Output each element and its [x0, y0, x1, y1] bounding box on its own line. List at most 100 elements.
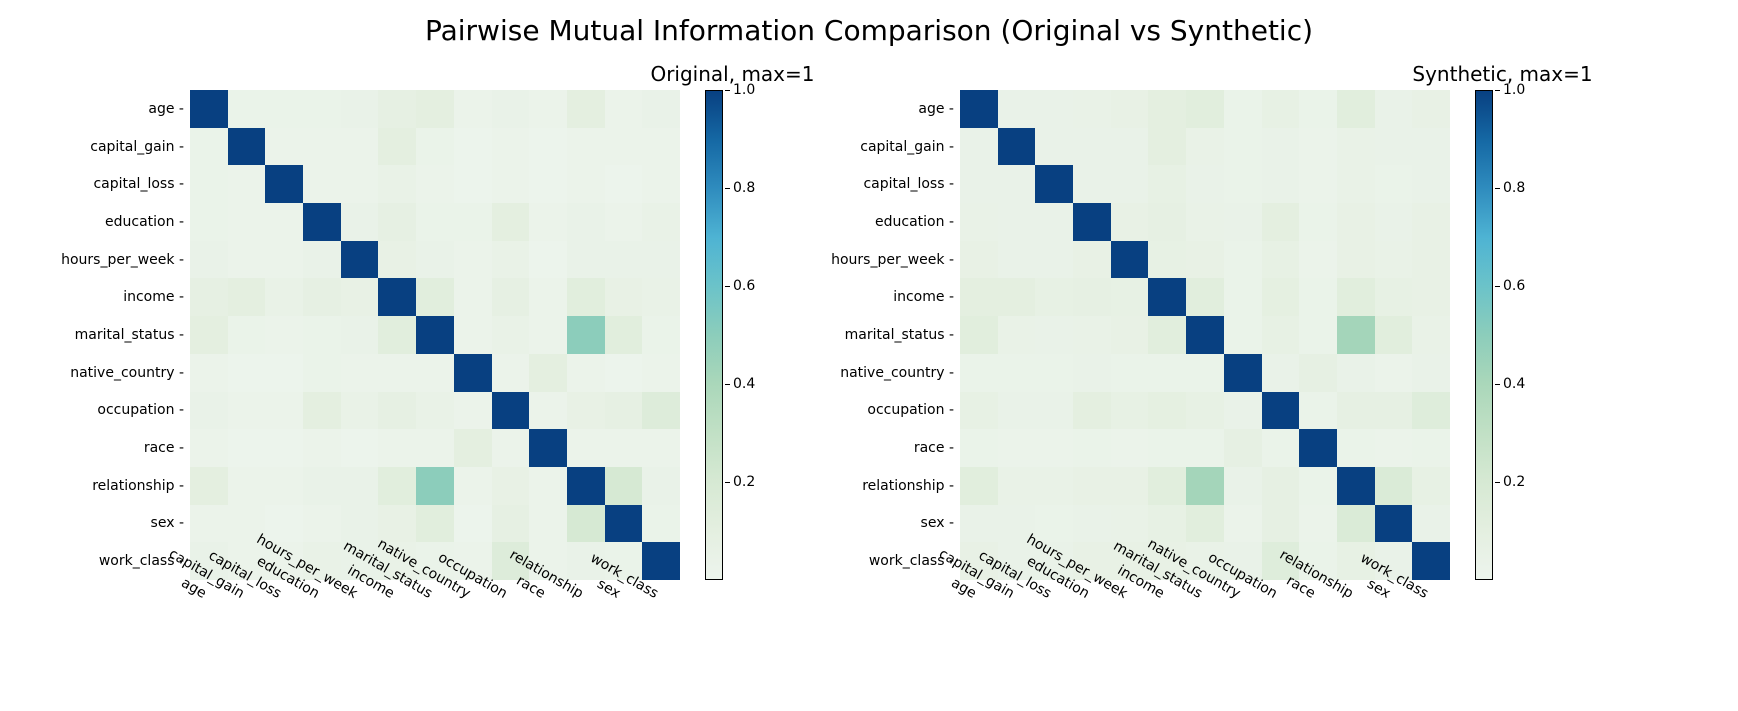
heatmap-cell	[567, 429, 605, 467]
heatmap-cell	[265, 316, 303, 354]
heatmap-cell	[605, 354, 643, 392]
heatmap-cell	[529, 354, 567, 392]
heatmap-cell	[492, 505, 530, 543]
xtick-label: work_class	[653, 588, 727, 640]
heatmap-cell	[1299, 392, 1337, 430]
heatmap-cell	[1337, 392, 1375, 430]
heatmap-cell	[1073, 316, 1111, 354]
heatmap-cell	[228, 392, 266, 430]
heatmap-cell	[1262, 392, 1300, 430]
heatmap-cell	[998, 278, 1036, 316]
heatmap-cell	[1148, 392, 1186, 430]
heatmap-cell	[1299, 241, 1337, 279]
heatmap-cell	[416, 90, 454, 128]
heatmap-cell	[1262, 241, 1300, 279]
heatmap-cell	[1073, 165, 1111, 203]
heatmap-cell	[1186, 90, 1224, 128]
heatmap-cell	[454, 90, 492, 128]
heatmap-cell	[1111, 165, 1149, 203]
heatmap-cell	[228, 128, 266, 166]
heatmap-cell	[1073, 128, 1111, 166]
heatmap-cell	[998, 316, 1036, 354]
heatmap-cell	[454, 316, 492, 354]
heatmap-cell	[567, 354, 605, 392]
heatmap-cell	[378, 203, 416, 241]
heatmap-cell	[1186, 128, 1224, 166]
heatmap-cell	[341, 203, 379, 241]
heatmap-cell	[1224, 241, 1262, 279]
heatmap-cell	[454, 505, 492, 543]
heatmap-cell	[1073, 278, 1111, 316]
heatmap-cell	[341, 354, 379, 392]
heatmap-cell	[303, 203, 341, 241]
heatmap-cell	[492, 278, 530, 316]
heatmap-cell	[492, 354, 530, 392]
heatmap-cell	[190, 241, 228, 279]
heatmap-cell	[1375, 203, 1413, 241]
heatmap-cell	[303, 90, 341, 128]
panel-title-synthetic: Synthetic, max=1	[960, 62, 1738, 86]
heatmap-cell	[341, 278, 379, 316]
heatmap-cell	[1375, 467, 1413, 505]
heatmap-cell	[303, 505, 341, 543]
heatmap-cell	[265, 241, 303, 279]
heatmap-cell	[1224, 467, 1262, 505]
heatmap-cell	[1073, 392, 1111, 430]
heatmap-cell	[1073, 354, 1111, 392]
heatmap-cell	[1337, 505, 1375, 543]
heatmap-cell	[1186, 316, 1224, 354]
heatmap-cell	[341, 241, 379, 279]
heatmap-cell	[228, 316, 266, 354]
colorbar-tick: 1.0	[723, 82, 755, 98]
heatmap-cell	[190, 354, 228, 392]
heatmap-cell	[1337, 467, 1375, 505]
heatmap-cell	[228, 467, 266, 505]
heatmap-cell	[1111, 429, 1149, 467]
heatmap-cell	[1412, 542, 1450, 580]
heatmap-cell	[567, 316, 605, 354]
heatmap-original: age -capital_gain -capital_loss -educati…	[190, 90, 680, 580]
heatmap-cell	[529, 316, 567, 354]
heatmap-cell	[998, 467, 1036, 505]
heatmap-cell	[1262, 316, 1300, 354]
heatmap-cell	[1224, 392, 1262, 430]
heatmap-cell	[228, 165, 266, 203]
heatmap-cell	[1111, 241, 1149, 279]
heatmap-cell	[378, 165, 416, 203]
heatmap-cell	[454, 467, 492, 505]
heatmap-cell	[1035, 392, 1073, 430]
colorbar-original: 0.20.40.60.81.0	[705, 90, 723, 580]
heatmap-cell	[1412, 429, 1450, 467]
heatmap-cell	[378, 316, 416, 354]
heatmap-cell	[416, 467, 454, 505]
heatmap-cell	[1412, 316, 1450, 354]
figure-suptitle: Pairwise Mutual Information Comparison (…	[0, 14, 1738, 47]
ytick-label: marital_status -	[845, 327, 960, 343]
heatmap-cell	[1299, 203, 1337, 241]
colorbar-tick: 0.8	[723, 180, 755, 196]
heatmap-cell	[567, 241, 605, 279]
heatmap-cell	[567, 467, 605, 505]
ytick-label: race -	[144, 440, 190, 456]
heatmap-cell	[605, 165, 643, 203]
heatmap-cell	[605, 316, 643, 354]
heatmap-cell	[1412, 467, 1450, 505]
heatmap-cell	[1375, 392, 1413, 430]
ytick-label: capital_gain -	[90, 139, 190, 155]
heatmap-cell	[1299, 128, 1337, 166]
heatmap-cell	[341, 505, 379, 543]
heatmap-cell	[1337, 90, 1375, 128]
colorbar-tick: 1.0	[1493, 82, 1525, 98]
heatmap-cell	[1035, 316, 1073, 354]
colorbar-gradient	[1475, 90, 1493, 580]
ytick-label: education -	[105, 214, 190, 230]
ytick-label: relationship -	[92, 478, 190, 494]
heatmap-cell	[642, 354, 680, 392]
heatmap-cell	[605, 128, 643, 166]
heatmap-cell	[1262, 278, 1300, 316]
heatmap-cell	[1224, 316, 1262, 354]
heatmap-cell	[190, 429, 228, 467]
heatmap-cell	[492, 392, 530, 430]
colorbar-gradient	[705, 90, 723, 580]
heatmap-cell	[998, 354, 1036, 392]
